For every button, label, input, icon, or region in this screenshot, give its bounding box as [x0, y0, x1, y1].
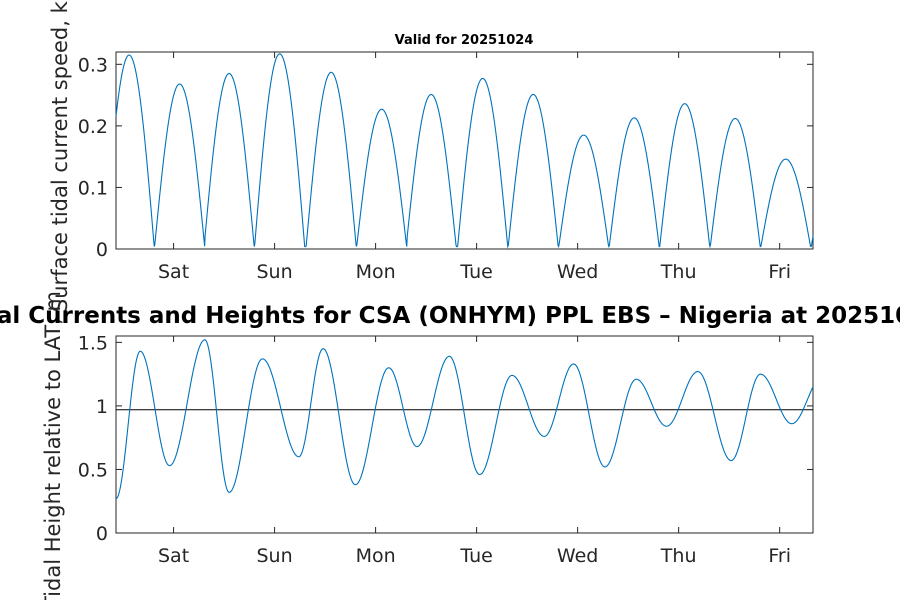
height-x-tick-label: Tue	[459, 545, 492, 567]
speed-plot-area	[115, 51, 814, 250]
height-series-line	[115, 339, 814, 500]
main-chart-title: Tidal Currents and Heights for CSA (ONHY…	[0, 303, 900, 329]
speed-x-tick-label: Tue	[459, 261, 492, 283]
speed-x-tick-label: Sun	[257, 261, 293, 283]
height-y-ticks: 0 0.5 1 1.5	[78, 332, 108, 545]
height-y-tick-label: 1.5	[78, 332, 108, 354]
height-x-tick-label: Wed	[557, 545, 598, 567]
speed-chart-title: Valid for 20251024	[395, 33, 534, 48]
height-plot-area	[115, 335, 814, 534]
speed-x-tick-label: Sat	[158, 261, 189, 283]
height-panel: 0 0.5 1 1.5 Sat Sun Mon Tue Wed Thu Fri …	[41, 291, 814, 600]
height-y-tick-label: 0.5	[78, 459, 108, 481]
speed-y-tick-label: 0.3	[78, 54, 108, 76]
height-x-tick-label: Sat	[158, 545, 189, 567]
speed-y-tick-label: 0.1	[78, 177, 108, 199]
speed-x-tick-label: Wed	[557, 261, 598, 283]
height-y-tick-label: 1	[96, 396, 108, 418]
height-x-tick-label: Sun	[257, 545, 293, 567]
height-y-tick-label: 0	[96, 523, 108, 545]
speed-y-tick-label: 0	[96, 239, 108, 261]
speed-y-ticks: 0 0.1 0.2 0.3	[78, 54, 108, 261]
height-x-ticks: Sat Sun Mon Tue Wed Thu Fri	[158, 545, 791, 567]
height-x-tick-label: Fri	[768, 545, 791, 567]
height-tick-marks	[116, 336, 813, 534]
speed-y-tick-label: 0.2	[78, 116, 108, 138]
speed-panel: Valid for 20251024 0 0.1 0.2 0.3 Sat Sun…	[48, 0, 814, 312]
speed-x-ticks: Sat Sun Mon Tue Wed Thu Fri	[158, 261, 791, 283]
height-y-axis-label: Tidal Height relative to LAT, m	[41, 291, 65, 600]
height-x-tick-label: Thu	[660, 545, 697, 567]
speed-series-line	[115, 53, 814, 249]
speed-x-tick-label: Thu	[660, 261, 697, 283]
speed-tick-marks	[116, 52, 813, 250]
height-x-tick-label: Mon	[356, 545, 396, 567]
speed-x-tick-label: Fri	[768, 261, 791, 283]
speed-x-tick-label: Mon	[356, 261, 396, 283]
speed-y-axis-label: Surface tidal current speed, kn	[48, 0, 72, 312]
